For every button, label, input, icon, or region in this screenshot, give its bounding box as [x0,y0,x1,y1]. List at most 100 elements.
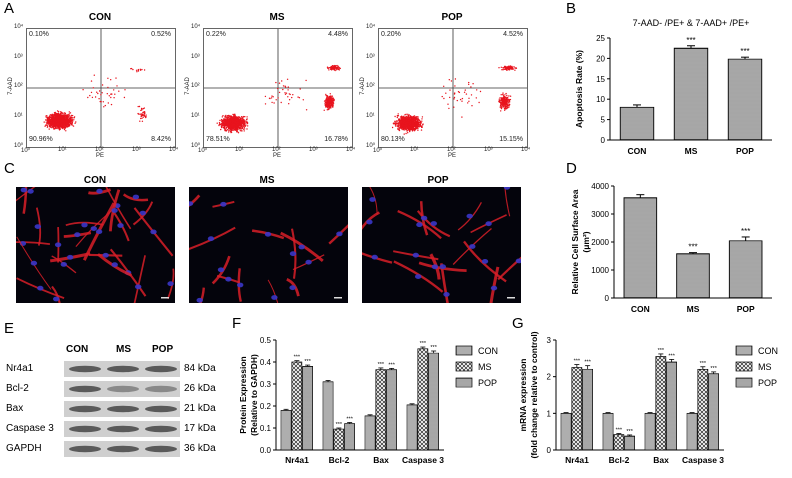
legend-label: CON [758,346,778,356]
flow-event [231,121,234,124]
flow-event [54,128,56,130]
flow-event [331,102,333,104]
flow-event [92,87,95,89]
flow-event [51,115,53,117]
flow-event [241,127,243,130]
flow-event [453,106,455,108]
flow-event [503,99,506,102]
flow-event [240,130,242,132]
legend-swatch [455,377,473,388]
quadrant-ur: 4.48% [328,31,348,38]
quadrant-lr: 15.15% [499,136,523,143]
flow-event [328,69,330,71]
flow-event [63,118,65,120]
wb-band [69,385,101,393]
flow-event [417,118,419,120]
flow-event [74,122,76,125]
quadrant-ll: 80.13% [381,136,405,143]
flow-event [504,103,506,106]
flow-event [233,114,235,116]
chart-apoptosis-rate: 7-AAD- /PE+ & 7-AAD+ /PE+0510152025Apopt… [574,18,772,156]
flow-event [472,83,474,85]
flow-event [420,125,423,128]
flow-event [51,127,53,129]
flow-event [397,115,400,117]
y-tick-label: 5 [601,116,606,125]
y-tick-label: 2 [547,373,552,382]
flow-event [68,113,70,115]
flow-event [52,121,55,123]
x-tick-label: CON [631,304,650,314]
flow-event [284,85,286,87]
flow-event [67,119,69,121]
flow-event [243,130,245,132]
flow-event [450,80,453,82]
wb-band [107,405,139,413]
flow-event [305,109,308,111]
flow-event [50,120,53,122]
flow-event [509,95,512,97]
flow-event [284,93,287,96]
cell-field [16,187,175,303]
nucleus [67,254,74,260]
flow-event [75,121,77,123]
flow-event [72,117,74,119]
nucleus [135,284,142,290]
flow-event [502,102,504,104]
flow-event [284,92,286,94]
flow-event [47,120,49,123]
flow-event [64,112,66,114]
flow-event [63,123,65,126]
flow-event [73,119,75,121]
flow-event [332,105,334,107]
flow-event [421,116,424,118]
flow-event [394,121,396,123]
flow-event [282,88,284,91]
flow-event [511,68,514,70]
wb-protein-label: GAPDH [6,443,42,454]
flow-event [507,98,509,101]
flow-event [305,79,307,82]
flow-event [135,69,138,71]
nucleus [34,224,41,229]
flow-event [237,116,240,118]
flow-event [507,67,510,70]
flow-event [500,100,503,102]
y-tick-label: 1 [547,409,552,418]
flow-plot [203,28,353,148]
legend-swatch [735,377,753,388]
flow-event [141,68,143,71]
y-axis-label: Apoptosis Rate (%) [574,50,584,128]
flow-event [281,80,283,82]
flow-event [506,94,508,97]
flow-event [411,118,414,120]
flow-event [48,128,50,130]
nucleus [20,187,27,193]
x-axis-label: PE [273,153,282,159]
y-tick-label: 10³ [191,53,200,60]
flow-event [45,116,47,119]
flow-event [46,126,49,128]
legend-swatch [735,361,753,372]
flow-event [65,117,67,119]
flow-event [231,125,233,128]
flow-event [49,115,51,117]
flow-event [223,127,226,130]
flow-event [288,93,290,95]
flow-event [228,120,230,122]
flow-event [124,89,126,91]
x-tick-label: Caspase 3 [682,455,724,465]
flow-event [89,94,91,97]
y-tick-label: 0.0 [260,446,272,455]
significance-mark: *** [420,341,427,347]
wb-band [69,425,101,433]
y-tick-label: 2000 [591,238,609,247]
flow-event [454,92,456,94]
nucleus [207,236,215,242]
significance-mark: *** [668,353,675,359]
flow-event [141,117,143,120]
flow-event [130,68,132,70]
cell-body [489,266,500,303]
flow-event [224,119,226,121]
flow-event [414,128,416,130]
